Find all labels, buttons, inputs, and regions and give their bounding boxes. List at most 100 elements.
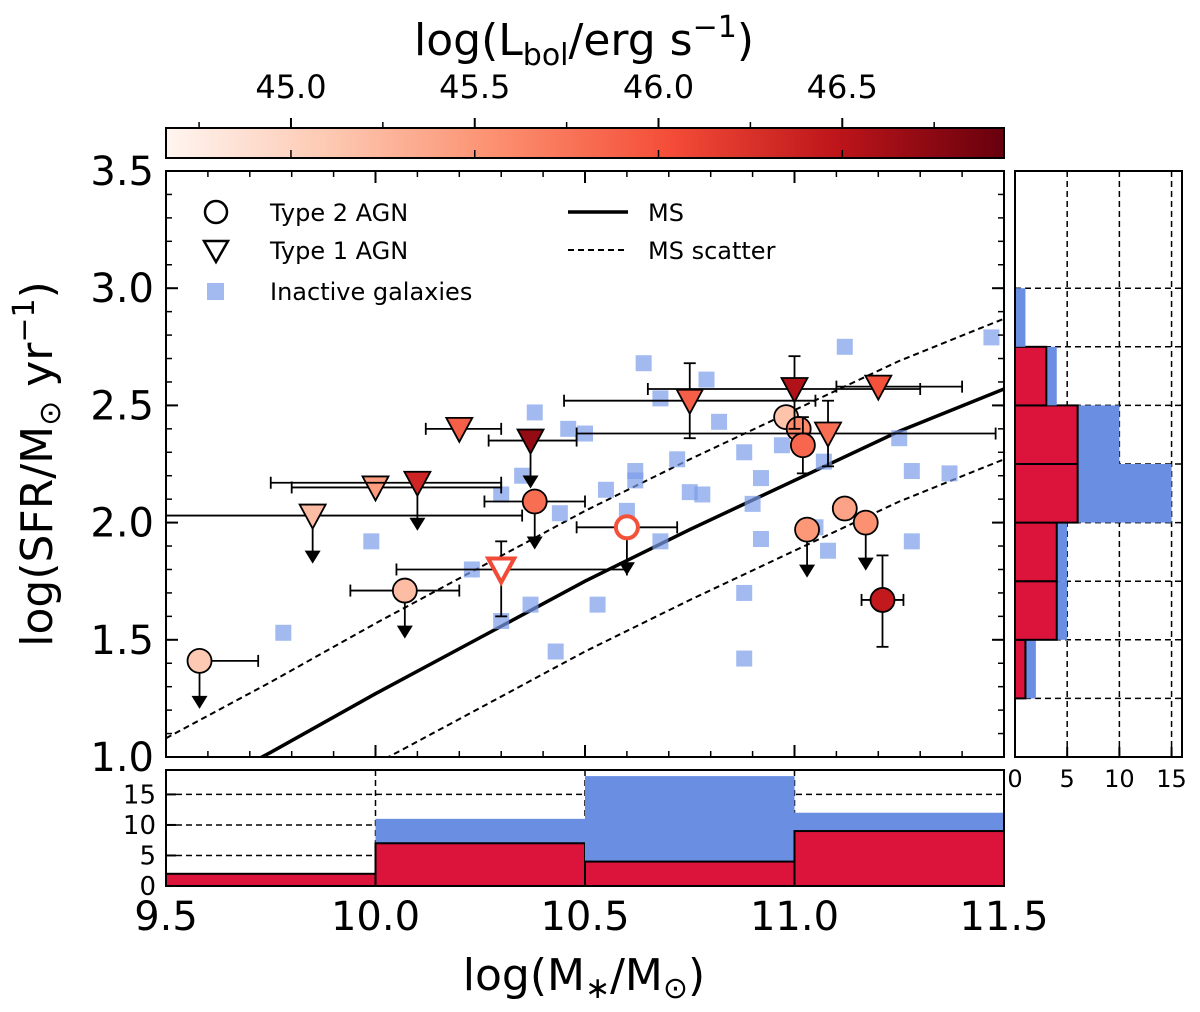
sfr-histogram-bars [1014, 171, 1182, 757]
sfr-histogram: 0 5 10 15 [1007, 170, 1187, 793]
type1-agn-marker [516, 428, 546, 456]
sfr-hist-agn-bar [1014, 521, 1058, 583]
upper-limit-arrow [857, 557, 874, 571]
colorbar: log(Lbol/erg s−1) 45.0 45.5 46.0 46.5 [165, 10, 1005, 159]
agn-points [165, 355, 997, 709]
type2-agn-point [186, 647, 260, 709]
sfr-hist-agn-bar [1014, 580, 1058, 641]
type2-agn-point [860, 554, 905, 648]
x-tick-label: 11.0 [750, 894, 839, 940]
legend-type2-marker [203, 199, 229, 225]
legend-type1-label: Type 1 AGN [269, 237, 408, 265]
upper-limit-arrow [409, 517, 426, 531]
main-sequence-line [258, 387, 1004, 757]
type1-agn-marker [298, 503, 328, 531]
legend-inactive-marker [207, 283, 224, 300]
type1-agn-point [835, 374, 963, 402]
inactive-galaxy-point [635, 355, 652, 372]
upper-limit-arrow [522, 475, 539, 489]
colorbar-tick-label: 46.5 [807, 68, 878, 106]
legend-ms-label: MS [648, 199, 684, 227]
mass-hist-y-tick-label: 0 [139, 872, 156, 902]
legend-type1-marker [201, 239, 231, 265]
main-ticks: 1.0 1.5 2.0 2.5 3.0 3.5 [90, 149, 1005, 781]
inactive-galaxy-point [983, 329, 1000, 346]
inactive-galaxy-point [275, 624, 292, 641]
type1-agn-point [269, 470, 503, 531]
x-tick-label: 10.5 [540, 894, 629, 940]
type2-agn-marker [521, 488, 548, 515]
sfr-hist-inactive-bar [1015, 288, 1026, 347]
sfr-hist-agn-bar [1014, 638, 1027, 700]
inactive-galaxy-point [547, 643, 564, 660]
type2-agn-marker [789, 432, 816, 459]
sfr-hist-agn-bar [1014, 463, 1079, 524]
sfr-hist-x-tick-label: 10 [1104, 765, 1135, 793]
inactive-galaxy-point [941, 465, 958, 482]
x-tick-label: 9.5 [134, 894, 198, 940]
type1-agn-point [290, 475, 503, 503]
type2-agn-point [794, 516, 820, 578]
colorbar-bar [165, 127, 1005, 159]
type2-agn-marker [852, 509, 879, 536]
colorbar-ticks: 45.0 45.5 46.0 46.5 [198, 68, 935, 158]
upper-limit-arrow [526, 536, 543, 550]
type2-agn-point [349, 577, 461, 639]
upper-limit-arrow [799, 564, 816, 578]
type1-agn-point [646, 355, 922, 430]
inactive-galaxy-point [652, 390, 669, 407]
mass-hist-agn-bar [584, 860, 796, 887]
type1-agn-marker [675, 388, 705, 416]
inactive-galaxy-point [903, 533, 920, 550]
upper-limit-arrow [304, 550, 321, 564]
type2-agn-point [575, 514, 679, 576]
inactive-galaxy-point [815, 453, 832, 470]
sfr-hist-agn-bar [1014, 345, 1048, 407]
sfr-hist-x-tick-label: 15 [1156, 765, 1187, 793]
type1-agn-point [395, 540, 628, 618]
inactive-galaxy-point [694, 486, 711, 503]
mass-hist-agn-bar [793, 830, 1005, 887]
inactive-galaxy-point [669, 451, 686, 468]
x-axis-label: log(M∗/M⊙) [463, 950, 705, 1006]
type1-agn-marker [444, 416, 474, 444]
colorbar-tick-label: 45.0 [255, 68, 326, 106]
type2-agn-marker [391, 577, 418, 604]
colorbar-tick-label: 45.5 [439, 68, 510, 106]
type2-agn-point [831, 495, 858, 522]
type1-agn-marker [813, 421, 843, 449]
y-axis-label: log(SFR/M⊙ yr−1) [7, 281, 68, 647]
type1-agn-point [424, 416, 503, 444]
inactive-galaxy-point [836, 338, 853, 355]
mass-hist-agn-bar [165, 872, 377, 888]
type1-agn-marker [402, 470, 432, 498]
legend-inactive-label: Inactive galaxies [270, 278, 472, 306]
main-sequence-lines [166, 317, 1004, 757]
type1-agn-marker [863, 374, 893, 402]
type1-agn-marker [484, 556, 518, 587]
type1-agn-point [165, 503, 524, 564]
colorbar-tick-label: 46.0 [623, 68, 694, 106]
y-tick-label: 3.0 [90, 266, 154, 312]
sfr-hist-x-tick-label: 5 [1060, 765, 1075, 793]
y-tick-label: 1.5 [90, 618, 154, 664]
y-tick-label: 3.5 [90, 149, 154, 195]
upper-limit-arrow [396, 625, 413, 639]
inactive-galaxy-point [618, 502, 635, 519]
inactive-galaxy-point [526, 404, 543, 421]
colorbar-title: log(Lbol/erg s−1) [414, 10, 754, 73]
type2-agn-marker [613, 514, 640, 541]
inactive-galaxy-point [736, 584, 753, 601]
inactive-galaxy-point [560, 420, 577, 437]
type2-agn-marker [186, 647, 213, 674]
inactive-galaxy-point [736, 444, 753, 461]
type1-agn-marker [360, 475, 391, 503]
inactive-galaxy-point [681, 484, 698, 501]
inactive-galaxy-point [736, 650, 753, 667]
inactive-galaxy-point [744, 495, 761, 512]
inactive-galaxy-point [773, 437, 790, 454]
inactive-galaxy-point [903, 463, 920, 480]
y-tick-label: 1.0 [90, 735, 154, 781]
sfr-histogram-ticks: 0 5 10 15 [1007, 747, 1187, 793]
